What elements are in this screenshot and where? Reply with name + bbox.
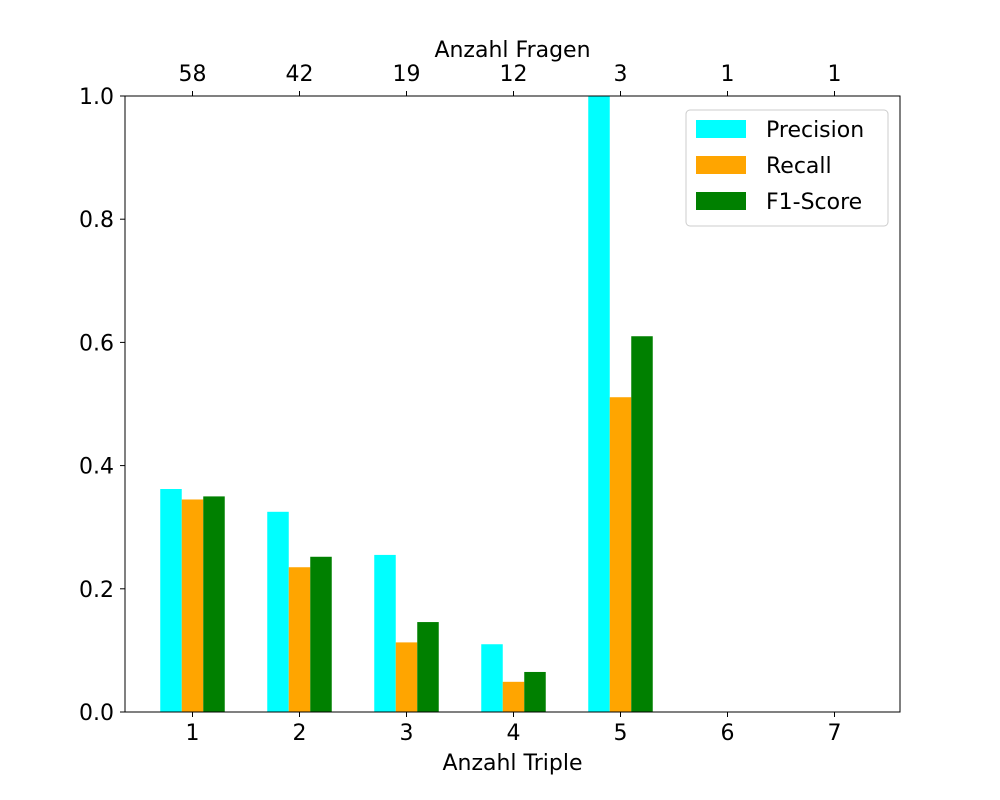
top-x-tick-label: 3 [614,62,628,87]
top-x-axis-label: Anzahl Fragen [434,38,590,63]
bar-recall-3 [395,642,418,712]
top-x-tick-label: 1 [828,62,842,87]
x-axis-label: Anzahl Triple [442,751,582,776]
top-x-tick-label: 19 [393,62,421,87]
bar-recall-1 [181,499,204,712]
bars-group [160,96,653,712]
legend-label-recall: Recall [766,154,832,179]
x-tick-label: 1 [186,721,200,746]
x-tick-label: 6 [721,721,735,746]
y-axis-ticks: 0.0 0.2 0.4 0.6 0.8 1.0 [79,85,125,726]
y-tick-label: 0.2 [79,578,114,603]
y-tick-label: 0.0 [79,701,114,726]
top-x-tick-label: 42 [286,62,314,87]
y-tick-label: 1.0 [79,85,114,110]
x-tick-label: 5 [614,721,628,746]
bar-f1-score-1 [203,496,225,712]
x-tick-label: 3 [400,721,414,746]
bar-f1-score-5 [631,336,653,712]
y-tick-label: 0.4 [79,455,114,480]
y-tick-label: 0.8 [79,208,114,233]
legend-swatch-recall [696,156,746,174]
bar-recall-4 [502,681,525,712]
top-x-tick-label: 1 [721,62,735,87]
legend-label-precision: Precision [766,118,864,143]
bar-precision-4 [481,644,503,712]
top-x-tick-label: 58 [179,62,207,87]
bar-recall-2 [288,567,311,712]
bottom-x-axis-ticks: 1 2 3 4 5 6 7 [186,712,842,746]
bar-recall-5 [609,397,632,712]
bar-precision-3 [374,554,396,712]
y-tick-label: 0.6 [79,331,114,356]
bar-precision-5 [588,96,610,712]
top-x-tick-label: 12 [500,62,528,87]
x-tick-label: 2 [293,721,307,746]
bar-f1-score-2 [310,556,332,712]
top-x-axis-ticks: 58 42 19 12 3 1 1 [179,62,842,96]
bar-precision-1 [160,489,182,712]
bar-precision-2 [267,511,289,712]
legend-swatch-precision [696,120,746,138]
legend-swatch-f1-score [696,192,746,210]
legend: Precision Recall F1-Score [685,109,889,227]
bar-f1-score-3 [417,622,439,712]
bar-f1-score-4 [524,671,546,712]
plot-frame [124,95,901,713]
x-tick-label: 4 [507,721,521,746]
x-tick-label: 7 [828,721,842,746]
legend-label-f1-score: F1-Score [766,190,862,215]
